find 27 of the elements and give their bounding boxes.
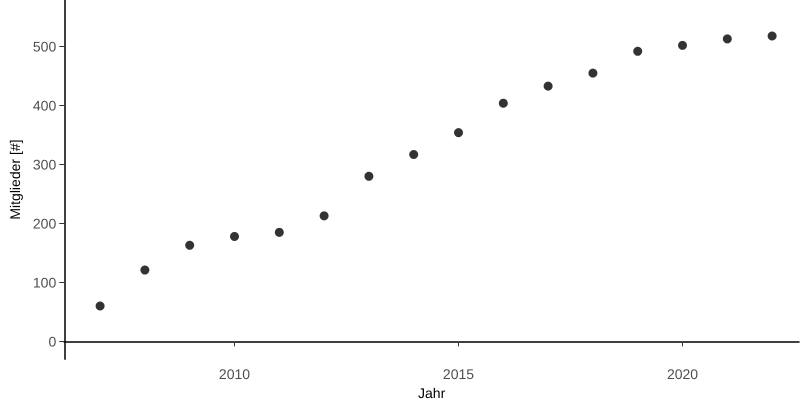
point	[140, 266, 150, 275]
point	[454, 128, 464, 138]
point	[274, 228, 284, 237]
y-tick-label: 300	[32, 156, 56, 173]
point	[96, 302, 105, 311]
x-axis-title: Jahr	[418, 385, 446, 401]
x-tick-label: 2015	[442, 366, 474, 382]
point	[320, 211, 329, 220]
y-tick-label: 400	[32, 98, 56, 114]
y-tick-label: 500	[32, 38, 56, 55]
point	[364, 172, 374, 181]
point	[768, 31, 777, 40]
x-tick-label: 2020	[666, 366, 698, 382]
point	[409, 150, 418, 159]
point	[678, 40, 688, 50]
point	[633, 46, 642, 56]
point	[230, 232, 240, 241]
y-tick-label: 100	[32, 274, 56, 290]
x-tick-label: 2010	[218, 366, 250, 382]
y-tick-label: 200	[32, 215, 56, 232]
point	[544, 82, 553, 91]
point	[588, 68, 598, 78]
point	[722, 34, 732, 44]
y-tick-label: 0	[48, 333, 56, 350]
point	[185, 240, 194, 250]
y-axis-title: Mitglieder [#]	[7, 139, 23, 220]
point	[498, 98, 508, 108]
